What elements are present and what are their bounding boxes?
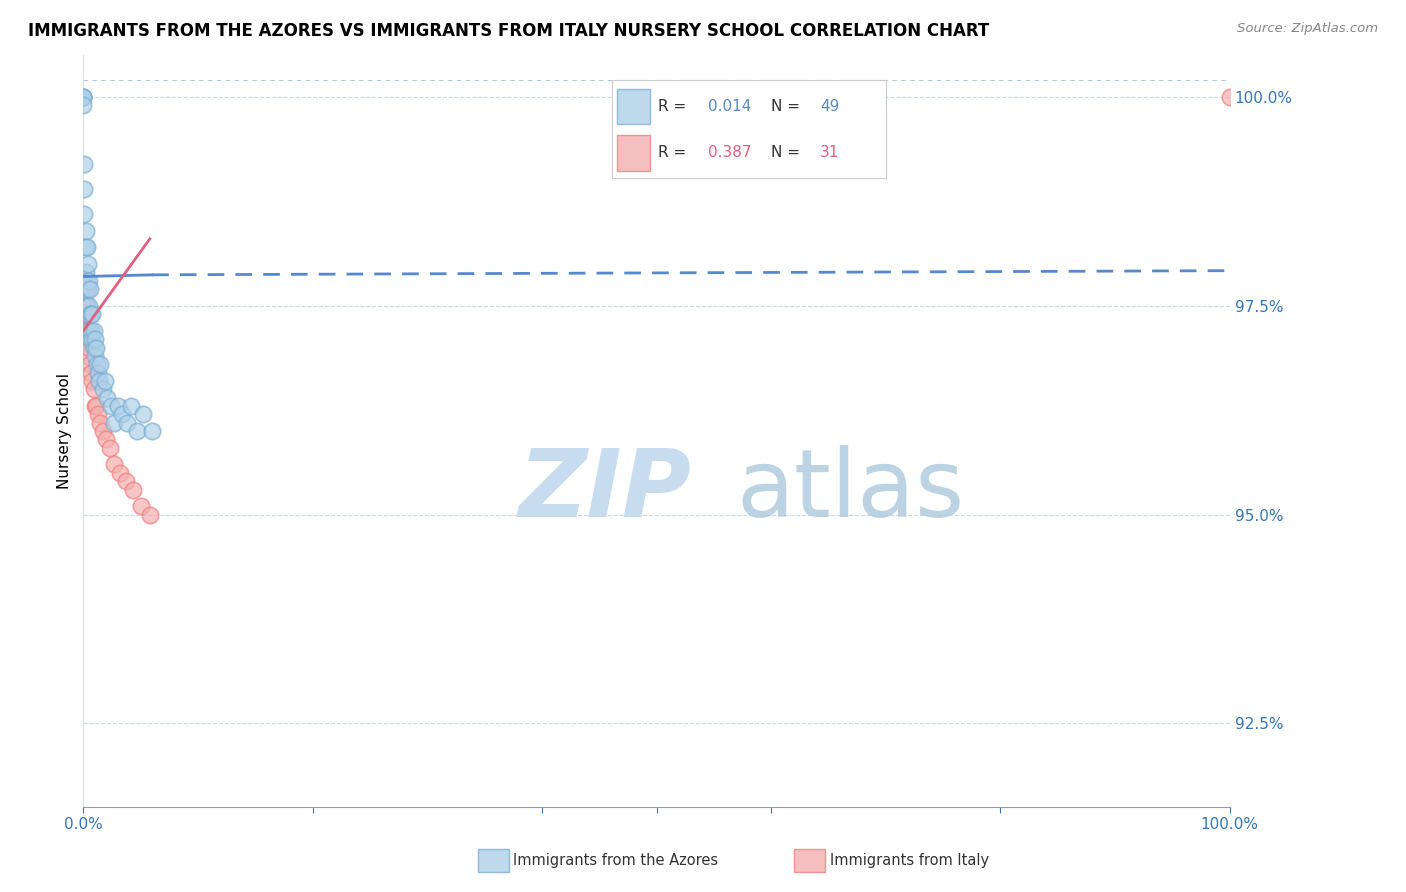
Point [83,341,105,355]
Text: 49: 49 [820,99,839,114]
Point [107,399,129,413]
Point [94,374,117,388]
Text: Source: ZipAtlas.com: Source: ZipAtlas.com [1237,22,1378,36]
Point [77,324,100,338]
Point [84,399,107,413]
Point [91,424,114,438]
Text: ZIP: ZIP [519,445,692,537]
Point [82,374,104,388]
Point [83,324,105,338]
Point [84,341,107,355]
Point [77,349,100,363]
Point [83,382,105,396]
Point [98,441,121,455]
Text: 0.387: 0.387 [707,145,751,161]
Point [77,324,100,338]
Point [80,324,103,338]
Point [72,98,94,112]
Point [132,408,155,422]
Point [83,399,105,413]
Point [79,307,101,321]
Text: Immigrants from Italy: Immigrants from Italy [830,854,988,868]
Point [73,307,96,321]
Point [87,408,110,422]
Point [79,357,101,371]
Point [77,299,100,313]
Point [83,332,105,346]
Point [100,399,122,413]
Point [121,483,143,497]
Point [80,366,103,380]
Point [76,307,98,321]
Point [72,299,94,313]
Point [111,408,134,422]
Point [73,157,96,171]
Point [141,424,163,438]
Point [73,182,96,196]
Text: 0.014: 0.014 [707,99,751,114]
Text: R =: R = [658,99,692,114]
Point [76,274,98,288]
Point [77,341,100,355]
Text: N =: N = [770,99,804,114]
Text: N =: N = [770,145,804,161]
Point [139,508,162,522]
Text: Immigrants from the Azores: Immigrants from the Azores [513,854,718,868]
Point [80,307,103,321]
Point [79,282,101,296]
Point [115,416,138,430]
Point [73,207,96,221]
Point [114,474,136,488]
Point [76,332,98,346]
Text: atlas: atlas [737,445,965,537]
Point [75,223,97,237]
Point [77,307,100,321]
Point [72,90,94,104]
Point [73,290,96,304]
Y-axis label: Nursery School: Nursery School [58,373,72,489]
Point [120,399,142,413]
Point [82,307,104,321]
Point [77,257,100,271]
Point [96,391,118,405]
Point [76,299,98,313]
Text: 31: 31 [820,145,839,161]
Point [77,274,100,288]
Point [87,366,110,380]
Point [91,382,114,396]
Point [76,240,98,254]
Point [72,90,94,104]
Point [72,90,94,104]
Point [83,349,105,363]
Point [89,374,111,388]
Point [79,332,101,346]
Point [1219,90,1241,104]
Point [75,265,97,279]
Point [86,357,108,371]
Text: R =: R = [658,145,692,161]
Point [75,240,97,254]
Point [89,357,111,371]
Point [72,90,94,104]
Point [75,299,97,313]
Point [127,424,149,438]
Point [82,332,104,346]
Point [72,324,94,338]
Point [103,458,125,472]
Point [89,416,111,430]
Point [75,324,97,338]
Point [73,332,96,346]
Bar [617,89,650,124]
Point [103,416,125,430]
Point [72,274,94,288]
Text: IMMIGRANTS FROM THE AZORES VS IMMIGRANTS FROM ITALY NURSERY SCHOOL CORRELATION C: IMMIGRANTS FROM THE AZORES VS IMMIGRANTS… [28,22,990,40]
Point [129,500,152,514]
Point [77,282,100,296]
Point [75,282,97,296]
Point [108,466,131,480]
Point [96,433,118,447]
Bar [617,136,650,170]
